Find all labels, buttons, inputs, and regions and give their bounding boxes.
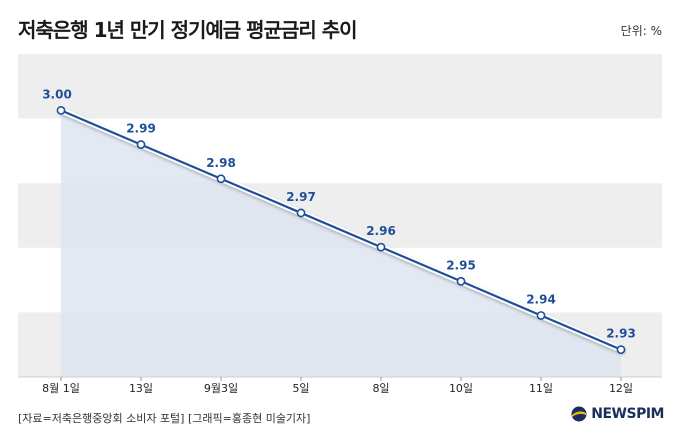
data-point xyxy=(456,276,466,286)
data-label: 2.98 xyxy=(206,156,236,170)
data-point xyxy=(296,208,306,218)
x-tick-label: 10일 xyxy=(449,381,473,395)
unit-label: 단위: % xyxy=(620,24,662,38)
series-line xyxy=(59,109,623,351)
x-tick-label: 8일 xyxy=(372,381,389,395)
x-tick-label: 9월3일 xyxy=(204,381,238,395)
newspim-logo-icon xyxy=(571,406,587,422)
area-fill-layer xyxy=(61,110,621,378)
area-fill xyxy=(61,110,621,378)
chart-title: 저축은행 1년 만기 정기예금 평균금리 추이 xyxy=(18,18,358,42)
data-point xyxy=(56,105,66,115)
data-point xyxy=(616,345,626,355)
data-label: 3.00 xyxy=(42,87,72,101)
x-tick-label: 8월 1일 xyxy=(42,381,80,395)
x-tick-label: 11일 xyxy=(529,381,553,395)
data-label: 2.95 xyxy=(446,258,476,272)
data-point xyxy=(376,242,386,252)
x-tick-label: 13일 xyxy=(129,381,153,395)
grid-band xyxy=(18,54,662,119)
data-point xyxy=(136,140,146,149)
data-point xyxy=(536,311,546,320)
x-tick-label: 12일 xyxy=(609,381,633,395)
data-label: 2.94 xyxy=(526,292,556,306)
source-credit: [자료=저축은행중앙회 소비자 포털] [그래픽=홍종현 미술기자] xyxy=(18,412,311,425)
x-axis: 8월 1일 13일 9월3일 5일 8일 10일 11일 12일 xyxy=(18,376,662,395)
data-label: 2.93 xyxy=(606,327,636,341)
line-layer xyxy=(58,107,624,353)
data-label: 2.96 xyxy=(366,224,396,238)
points-layer xyxy=(56,105,626,355)
data-label: 2.97 xyxy=(286,190,316,204)
area-chart: 3.00 2.99 2.98 2.97 2.96 2.95 2.94 2.93 8월 1일 13… xyxy=(18,54,662,395)
logo-text: NEWSPIM xyxy=(591,406,664,422)
x-tick-label: 5일 xyxy=(292,381,309,395)
data-labels-layer: 3.00 2.99 2.98 2.97 2.96 2.95 2.94 2.93 xyxy=(42,87,636,340)
data-label: 2.99 xyxy=(126,122,156,136)
data-point xyxy=(216,174,226,184)
newspim-logo: NEWSPIM xyxy=(571,406,664,422)
